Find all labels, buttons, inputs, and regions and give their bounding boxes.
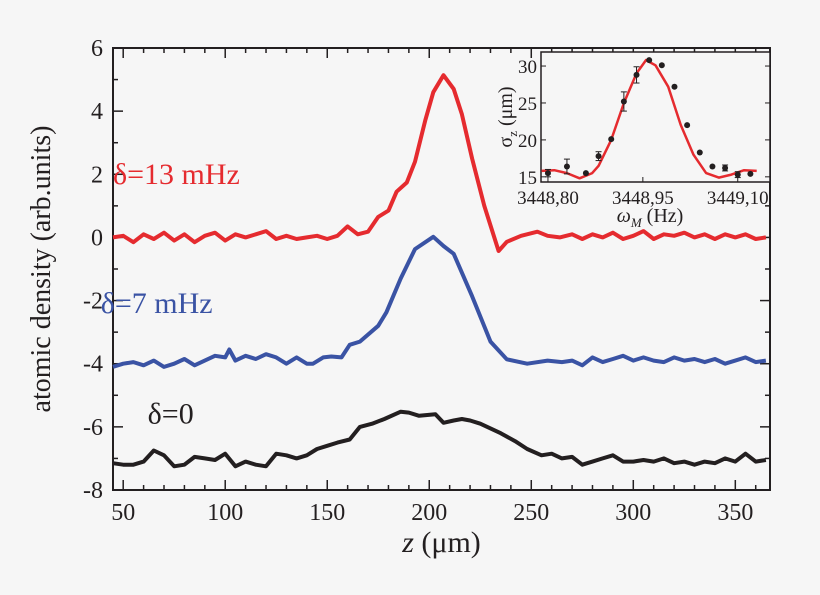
x-tick-label: 50 (111, 500, 135, 526)
inset-y-tick-label: 30 (518, 57, 537, 78)
series-line-0 (112, 409, 767, 469)
x-tick-label: 250 (513, 500, 549, 526)
data-point (563, 163, 570, 170)
y-tick-label: 6 (91, 36, 103, 62)
data-point (582, 170, 589, 177)
data-point (671, 83, 678, 90)
series-line-13mHz (112, 73, 767, 253)
data-point (709, 163, 716, 170)
inset-frame (540, 51, 771, 183)
x-tick-label: 350 (717, 500, 753, 526)
y-tick-label: 4 (91, 99, 103, 125)
inset-y-axis-label: σz (μm) (495, 86, 520, 147)
y-tick-label: -4 (83, 352, 103, 378)
data-point (633, 71, 640, 78)
inset-x-axis-label: ωM (Hz) (617, 205, 684, 230)
inset-x-tick-label: 3448,95 (612, 188, 674, 209)
series-label: δ=7 mHz (101, 287, 213, 320)
data-point (696, 149, 703, 156)
y-tick-label: 0 (91, 225, 103, 251)
inset-y-tick-label: 15 (518, 168, 537, 189)
y-tick-label: 2 (91, 162, 103, 188)
inset-x-tick-label: 3448,80 (517, 188, 579, 209)
data-point (747, 170, 754, 177)
data-point (608, 136, 615, 143)
inset-y-tick-label: 25 (518, 94, 537, 115)
series-label: δ=13 mHz (113, 158, 240, 191)
y-tick-label: -8 (83, 478, 103, 504)
y-tick-label: -6 (83, 415, 103, 441)
fit-curve (541, 58, 757, 180)
data-point (595, 153, 602, 160)
inset-plot: 15 20 25 30 3448,80 3448,95 3449,10 ωM (Hz) σz (… (495, 51, 771, 230)
series-line-7mHz (112, 234, 767, 369)
x-axis-label: z (μm) (401, 526, 481, 559)
y-tick-label: -2 (83, 289, 103, 315)
data-point (544, 170, 551, 177)
x-tick-label: 100 (207, 500, 243, 526)
x-tick-label: 200 (411, 500, 447, 526)
inset-y-tick-label: 20 (518, 131, 537, 152)
data-point (684, 122, 691, 129)
data-point (646, 57, 653, 64)
data-point (734, 171, 741, 178)
y-axis-label: atomic density (arb.units) (26, 126, 57, 413)
data-point (620, 98, 627, 105)
series-label: δ=0 (148, 398, 194, 431)
x-tick-label: 150 (309, 500, 345, 526)
data-point (722, 164, 729, 171)
data-point (658, 62, 665, 69)
inset-x-tick-label: 3449,10 (707, 188, 769, 209)
x-tick-label: 300 (615, 500, 651, 526)
